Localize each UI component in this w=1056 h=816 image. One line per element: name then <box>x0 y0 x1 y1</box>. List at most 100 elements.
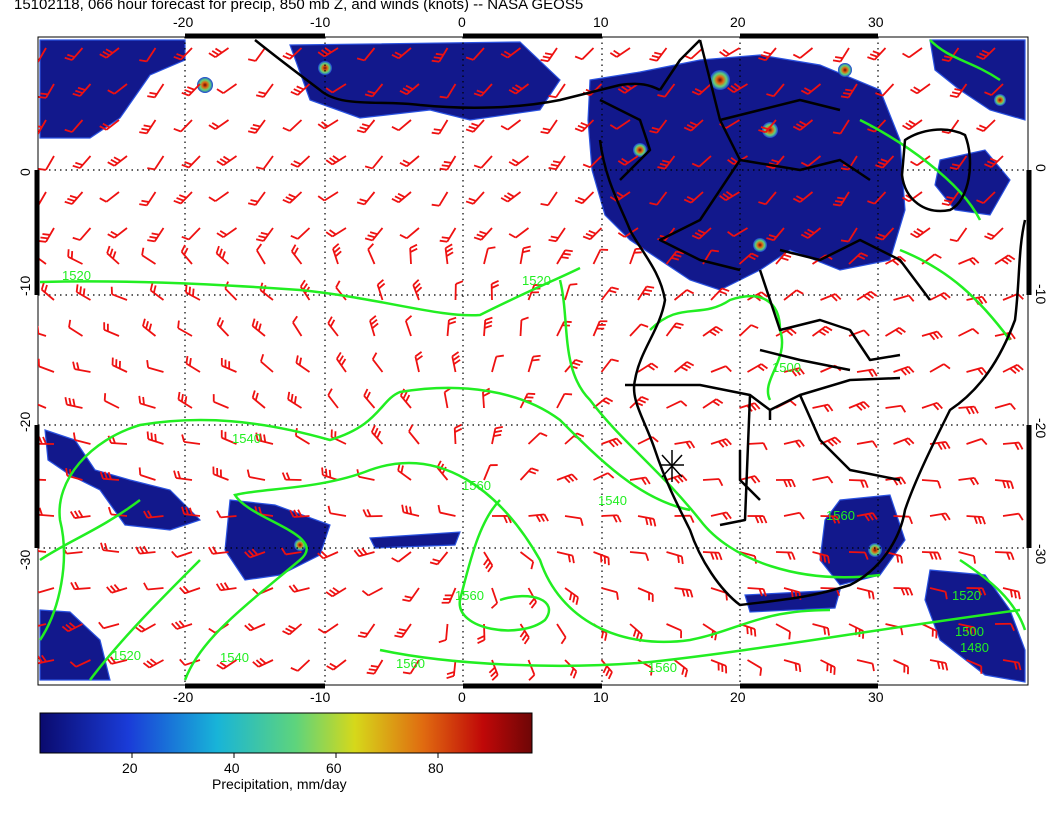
lon-tick: 10 <box>593 689 609 705</box>
contour-label: 1520 <box>62 268 91 283</box>
wind-barb <box>64 191 84 205</box>
wind-barb <box>367 243 376 265</box>
wind-barb <box>958 551 976 564</box>
wind-barb <box>72 83 92 97</box>
wind-barb <box>100 542 120 553</box>
wind-barb <box>958 328 980 337</box>
wind-barb <box>439 227 457 243</box>
wind-barb <box>994 402 1016 411</box>
wind-barb <box>540 47 558 63</box>
wind-barb <box>300 279 311 301</box>
wind-barb <box>775 327 797 337</box>
wind-barb <box>832 119 850 135</box>
station-marker <box>660 450 684 482</box>
wind-barb <box>38 253 47 265</box>
contour-line <box>39 498 201 681</box>
wind-barb <box>783 511 805 520</box>
wind-barb <box>99 191 120 203</box>
contour-label: 1560 <box>648 660 677 675</box>
wind-barb <box>958 256 980 266</box>
wind-barb <box>719 47 740 58</box>
wind-barb <box>69 659 91 668</box>
wind-barb <box>666 400 688 409</box>
wind-barb <box>332 243 342 265</box>
coastline-madagascar <box>900 128 972 213</box>
colorbar-tick: 60 <box>326 760 342 776</box>
wind-barb <box>431 191 449 207</box>
wind-barb <box>921 479 942 489</box>
wind-barb <box>255 155 274 170</box>
wind-barb <box>856 290 878 301</box>
contour-label: 1540 <box>598 493 627 508</box>
wind-barb <box>247 47 266 62</box>
wind-barb <box>255 83 274 98</box>
wind-barb <box>391 47 412 60</box>
wind-barb <box>139 119 157 135</box>
contour-label: 1540 <box>232 431 261 446</box>
wind-barb <box>353 547 375 558</box>
map-title: 15102118, 066 hour forecast for precip, … <box>14 0 584 13</box>
wind-barb <box>255 432 274 445</box>
wind-barb <box>556 551 575 564</box>
lon-tick: 20 <box>730 14 746 30</box>
wind-barb <box>173 119 193 133</box>
wind-barb <box>840 83 858 99</box>
wind-barb <box>666 623 683 639</box>
wind-barb <box>409 243 418 265</box>
colorbar-tick: 40 <box>224 760 240 776</box>
wind-barb <box>921 623 938 639</box>
wind-barb <box>665 250 685 265</box>
colorbar-tick: 80 <box>428 760 444 776</box>
wind-barb <box>325 83 347 94</box>
wind-barb <box>527 659 536 681</box>
wind-barb <box>564 283 578 301</box>
wind-barb <box>64 119 84 133</box>
wind-barb <box>792 191 814 203</box>
lon-ticks-bottom: -20 -10 0 10 20 30 <box>173 689 884 705</box>
contour-line <box>649 295 784 401</box>
wind-barb <box>710 365 732 373</box>
wind-barb <box>683 119 704 132</box>
wind-barb <box>483 464 498 481</box>
wind-barb <box>812 403 834 413</box>
wind-barb <box>181 83 201 97</box>
wind-barb <box>290 83 311 96</box>
wind-barb <box>674 587 694 598</box>
wind-barb <box>282 119 303 132</box>
wind-barb <box>437 504 456 517</box>
contour-label: 1500 <box>772 360 801 375</box>
wind-barb <box>637 587 654 602</box>
wind-barb <box>601 437 623 448</box>
wind-barb <box>994 254 1016 265</box>
wind-barb <box>1002 512 1024 521</box>
wind-barb <box>146 431 164 445</box>
wind-barb <box>281 472 302 481</box>
wind-barb <box>893 659 909 675</box>
wind-barb <box>1002 364 1024 375</box>
wind-barb <box>1002 659 1022 671</box>
wind-barb <box>758 119 777 134</box>
wind-barb <box>629 323 649 337</box>
lat-ticks-right: 0 -10 -20 -30 <box>1033 164 1049 564</box>
wind-barb <box>251 318 266 337</box>
wind-barb <box>574 119 595 133</box>
wind-barb <box>99 119 120 131</box>
wind-barb <box>38 436 55 445</box>
precip-hotspots <box>197 61 1006 557</box>
wind-barb <box>629 476 651 486</box>
wind-barb <box>402 587 420 603</box>
wind-barb <box>910 227 931 239</box>
wind-barb <box>431 119 449 135</box>
wind-barb <box>885 404 907 413</box>
wind-barb <box>727 82 748 94</box>
wind-barb <box>38 358 55 373</box>
wind-barb <box>212 466 229 481</box>
wind-barb <box>142 658 164 669</box>
wind-barb <box>483 551 494 573</box>
wind-barb <box>637 515 657 527</box>
wind-barb <box>64 47 84 61</box>
wind-barb <box>820 659 836 675</box>
wind-barb <box>800 155 822 167</box>
wind-barb <box>446 316 457 337</box>
wind-barb <box>519 551 535 570</box>
